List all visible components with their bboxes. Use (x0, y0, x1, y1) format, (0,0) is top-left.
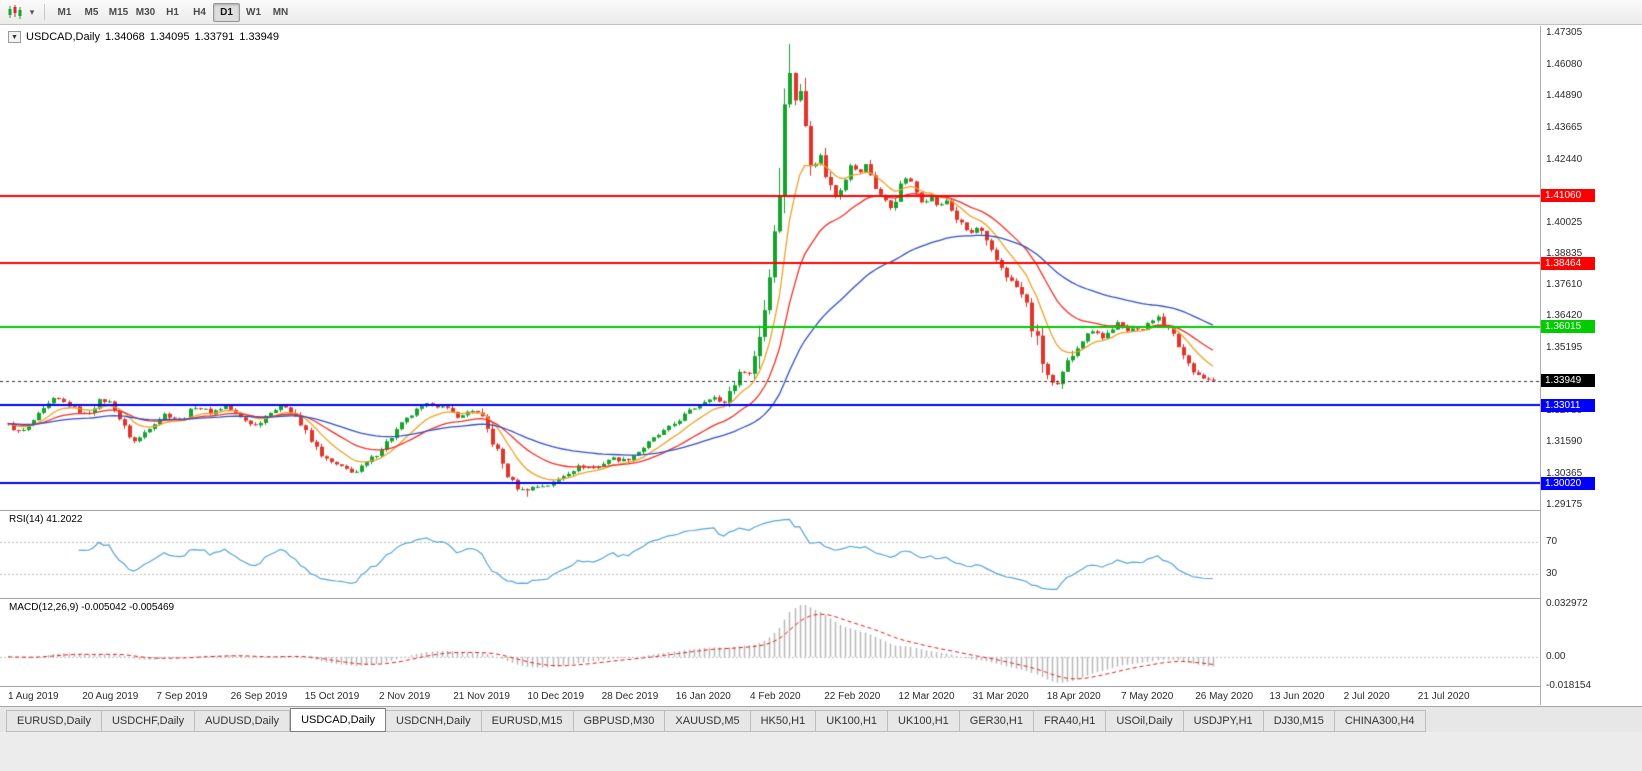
date-tick-label: 2 Jul 2020 (1343, 691, 1390, 702)
toolbar: ▾ M1 M5 M15 M30 H1 H4 D1 W1 MN (0, 0, 1642, 25)
macd-zero-label: 0.00 (1546, 650, 1566, 662)
candlestick-chart-glyph (8, 5, 22, 19)
level-price-badge: 1.30020 (1541, 476, 1595, 490)
price-tick-label: 1.36420 (1546, 310, 1583, 322)
quote-open: 1.34068 (104, 31, 145, 43)
level-price-badge: 1.33011 (1541, 398, 1595, 412)
timeframe-mn-button[interactable]: MN (272, 6, 289, 18)
tab-hk50-h1[interactable]: HK50,H1 (750, 710, 817, 732)
price-tick-label: 1.30365 (1546, 468, 1583, 480)
timeframe-h1-button[interactable]: H1 (166, 6, 179, 18)
tab-uk100-h1[interactable]: UK100,H1 (888, 710, 960, 732)
tab-gbpusd-m30[interactable]: GBPUSD,M30 (573, 710, 666, 732)
price-tick-label: 1.44890 (1546, 89, 1583, 101)
tab-fra40-h1[interactable]: FRA40,H1 (1033, 710, 1107, 732)
date-tick-label: 7 Sep 2019 (156, 691, 208, 702)
tab-uk100-h1[interactable]: UK100,H1 (816, 710, 889, 732)
quote-header: ▼ USDCAD,Daily 1.34068 1.34095 1.33791 1… (8, 31, 279, 43)
tab-dj30-m15[interactable]: DJ30,M15 (1263, 710, 1335, 732)
toolbar-separator (44, 4, 45, 20)
symbol-period-label: USDCAD,Daily (26, 31, 100, 43)
tab-usdcad-daily[interactable]: USDCAD,Daily (290, 708, 387, 732)
tab-usoil-daily[interactable]: USOil,Daily (1106, 710, 1184, 732)
macd-min-label: -0.018154 (1546, 680, 1592, 691)
price-tick-label: 1.47305 (1546, 27, 1583, 38)
price-tick-label: 1.38835 (1546, 247, 1583, 259)
level-price-badge: 1.38464 (1541, 256, 1595, 270)
date-tick-label: 2 Nov 2019 (379, 691, 431, 702)
current-price-badge: 1.33949 (1541, 374, 1595, 388)
quote-low: 1.33791 (194, 31, 235, 43)
price-tick-label: 1.46080 (1546, 58, 1583, 70)
panel-divider-macd-dates[interactable] (0, 686, 1541, 689)
tab-xauusd-m5[interactable]: XAUUSD,M5 (665, 710, 751, 732)
price-tick-label: 1.35195 (1546, 342, 1583, 354)
candlestick-chart-icon[interactable] (5, 3, 25, 21)
level-price-badge: 1.36015 (1541, 320, 1595, 334)
timeframe-m5-button[interactable]: M5 (84, 6, 99, 18)
tab-usdjpy-h1[interactable]: USDJPY,H1 (1183, 710, 1264, 732)
timeframe-h4-button[interactable]: H4 (193, 6, 206, 18)
symbol-dropdown-icon[interactable]: ▼ (8, 31, 21, 43)
quote-close: 1.33949 (239, 31, 280, 43)
macd-max-label: 0.032972 (1546, 598, 1588, 609)
chart-type-dropdown-icon[interactable]: ▾ (29, 6, 35, 17)
date-tick-label: 10 Dec 2019 (527, 691, 585, 702)
timeframe-m1-button[interactable]: M1 (57, 6, 72, 18)
macd-indicator-label: MACD(12,26,9) -0.005042 -0.005469 (9, 602, 175, 613)
date-tick-label: 21 Nov 2019 (453, 691, 510, 702)
timeframe-button-group: M1 M5 M15 M30 H1 H4 D1 W1 MN (51, 2, 294, 22)
quote-high: 1.34095 (149, 31, 190, 43)
date-tick-label: 21 Jul 2020 (1417, 691, 1470, 702)
date-tick-label: 13 Jun 2020 (1269, 691, 1325, 702)
price-tick-label: 1.31590 (1546, 436, 1583, 448)
timeframe-m30-button[interactable]: M30 (135, 6, 156, 18)
timeframe-w1-button[interactable]: W1 (246, 6, 261, 18)
date-tick-label: 15 Oct 2019 (304, 691, 360, 702)
date-tick-label: 18 Apr 2020 (1046, 691, 1101, 702)
rsi-level-70-label: 70 (1546, 536, 1558, 547)
price-tick-label: 1.29175 (1546, 499, 1583, 510)
date-tick-label: 12 Mar 2020 (898, 691, 955, 702)
date-tick-label: 26 May 2020 (1195, 691, 1254, 702)
level-price-badge: 1.41060 (1541, 189, 1595, 203)
date-tick-label: 20 Aug 2019 (82, 691, 139, 702)
price-tick-label: 1.43665 (1546, 121, 1583, 133)
tab-usdchf-daily[interactable]: USDCHF,Daily (101, 710, 196, 732)
tab-eurusd-daily[interactable]: EURUSD,Daily (6, 710, 102, 732)
timeframe-m15-button[interactable]: M15 (108, 6, 129, 18)
price-tick-label: 1.40025 (1546, 216, 1583, 228)
axis-border (1540, 26, 1541, 705)
rsi-level-30-label: 30 (1546, 568, 1558, 579)
rsi-indicator-label: RSI(14) 41.2022 (9, 514, 83, 525)
window-footer (0, 732, 1642, 771)
date-tick-label: 4 Feb 2020 (750, 691, 801, 702)
tab-audusd-daily[interactable]: AUDUSD,Daily (195, 710, 291, 732)
tab-eurusd-m15[interactable]: EURUSD,M15 (481, 710, 574, 732)
price-tick-label: 1.37610 (1546, 279, 1583, 291)
date-tick-label: 1 Aug 2019 (8, 691, 59, 702)
panel-divider-main-rsi[interactable] (0, 510, 1541, 513)
timeframe-d1-button[interactable]: D1 (213, 2, 240, 22)
panel-divider-rsi-macd[interactable] (0, 598, 1541, 601)
tab-ger30-h1[interactable]: GER30,H1 (959, 710, 1034, 732)
date-tick-label: 16 Jan 2020 (675, 691, 731, 702)
price-tick-label: 1.42440 (1546, 153, 1583, 165)
tab-china300-h4[interactable]: CHINA300,H4 (1334, 710, 1426, 732)
date-tick-label: 26 Sep 2019 (230, 691, 288, 702)
date-tick-label: 22 Feb 2020 (824, 691, 881, 702)
chart-tab-bar: EURUSD,Daily USDCHF,Daily AUDUSD,Daily USDC… (0, 706, 1642, 732)
price-axis[interactable] (1541, 26, 1642, 705)
date-tick-label: 28 Dec 2019 (601, 691, 659, 702)
date-tick-label: 7 May 2020 (1121, 691, 1174, 702)
date-tick-label: 31 Mar 2020 (972, 691, 1029, 702)
tab-usdcnh-daily[interactable]: USDCNH,Daily (386, 710, 482, 732)
